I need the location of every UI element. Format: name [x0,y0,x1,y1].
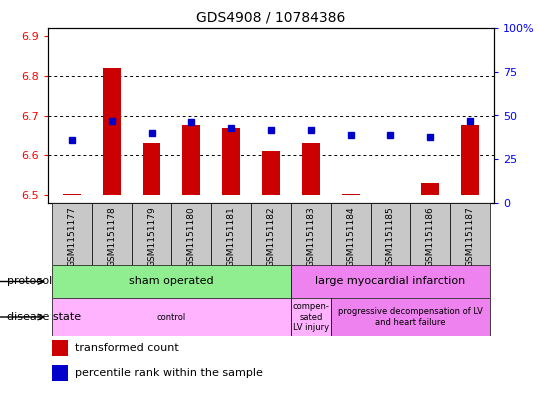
Bar [342,194,360,195]
Bar [52,203,92,265]
Text: progressive decompensation of LV
and heart failure: progressive decompensation of LV and hea… [338,307,483,327]
Bar [331,203,370,265]
Title: GDS4908 / 10784386: GDS4908 / 10784386 [196,10,345,24]
Bar [103,68,121,195]
Bar [410,203,450,265]
Text: GSM1151184: GSM1151184 [346,206,355,267]
Text: control: control [157,312,186,321]
Text: disease state: disease state [7,312,81,322]
Bar [92,203,132,265]
Bar [291,265,490,298]
Text: sham operated: sham operated [129,277,214,286]
Bar [52,340,68,356]
Text: GSM1151177: GSM1151177 [67,206,77,267]
Bar [291,298,331,336]
Text: GSM1151186: GSM1151186 [426,206,435,267]
Bar [251,203,291,265]
Bar [331,298,490,336]
Text: compen-
sated
LV injury: compen- sated LV injury [292,302,329,332]
Text: large myocardial infarction: large myocardial infarction [315,277,466,286]
Text: percentile rank within the sample: percentile rank within the sample [75,368,262,378]
Bar [143,143,161,195]
Text: GSM1151183: GSM1151183 [306,206,315,267]
Bar [132,203,171,265]
Text: GSM1151178: GSM1151178 [107,206,116,267]
Text: GSM1151181: GSM1151181 [227,206,236,267]
Bar [461,125,479,195]
Text: protocol: protocol [7,277,52,286]
Bar [52,298,291,336]
Bar [450,203,490,265]
Text: GSM1151187: GSM1151187 [466,206,475,267]
Bar [52,265,291,298]
Bar [421,183,439,195]
Bar [370,203,410,265]
Bar [222,128,240,195]
Text: GSM1151180: GSM1151180 [187,206,196,267]
Text: GSM1151185: GSM1151185 [386,206,395,267]
Bar [302,143,320,195]
Bar [171,203,211,265]
Bar [182,125,201,195]
Bar [291,203,331,265]
Text: transformed count: transformed count [75,343,178,353]
Text: GSM1151179: GSM1151179 [147,206,156,267]
Text: GSM1151182: GSM1151182 [266,206,275,267]
Bar [211,203,251,265]
Bar [63,194,81,195]
Bar [262,151,280,195]
Bar [52,365,68,380]
